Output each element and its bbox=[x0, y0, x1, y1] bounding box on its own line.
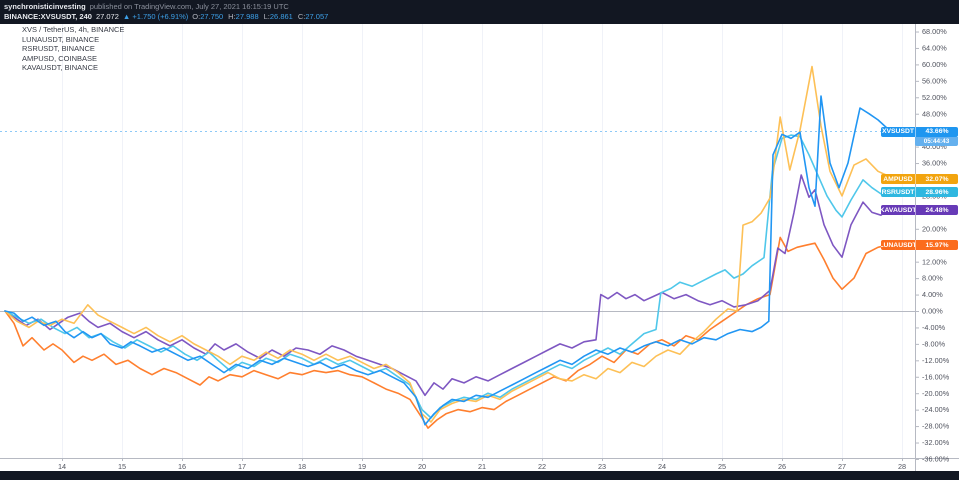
bar-countdown-timer: 05:44:43 bbox=[915, 136, 958, 146]
bottom-bar bbox=[0, 471, 959, 480]
x-tick-label: 21 bbox=[478, 462, 486, 471]
legend-item-lunausdt[interactable]: LUNAUSDT, BINANCE bbox=[22, 34, 100, 44]
price-tag-lunausdt[interactable]: LUNAUSDT 15.97% bbox=[881, 240, 958, 251]
x-tick-label: 26 bbox=[778, 462, 786, 471]
y-tick-label: 20.00% bbox=[922, 224, 947, 233]
author-name: synchronisticinvesting bbox=[4, 2, 86, 11]
x-tick-label: 22 bbox=[538, 462, 546, 471]
price-tag-value: 28.96% bbox=[915, 187, 958, 197]
series-line-xvsusdt[interactable] bbox=[4, 95, 899, 426]
series-line-kavausdt[interactable] bbox=[4, 174, 899, 397]
y-tick-label: 40.00% bbox=[922, 142, 947, 151]
series-line-rsrusdt[interactable] bbox=[4, 134, 899, 419]
price-tag-value: 32.07% bbox=[915, 174, 958, 185]
x-tick-label: 23 bbox=[598, 462, 606, 471]
ohlc-value: 27.750 bbox=[200, 12, 224, 21]
price-tag-xvsusdt[interactable]: XVSUSDT 43.66% bbox=[881, 126, 958, 137]
x-tick-label: 15 bbox=[118, 462, 126, 471]
y-tick-label: 12.00% bbox=[922, 257, 947, 266]
y-tick-label: -12.00% bbox=[922, 356, 950, 365]
ohlc-value: 27.057 bbox=[305, 12, 329, 21]
x-tick-label: 28 bbox=[898, 462, 906, 471]
y-tick-label: 64.00% bbox=[922, 44, 947, 53]
price-change: ▲ +1.750 (+6.91%) bbox=[122, 12, 189, 21]
y-tick-label: -20.00% bbox=[922, 389, 950, 398]
chart-legend: XVS / TetherUS, 4h, BINANCE LUNAUSDT, BIN… bbox=[22, 25, 124, 73]
y-tick-label: -36.00% bbox=[922, 455, 950, 464]
y-tick-label: 52.00% bbox=[922, 93, 947, 102]
price-tag-value: 24.48% bbox=[915, 205, 958, 216]
x-tick-label: 25 bbox=[718, 462, 726, 471]
last-price: 27.072 bbox=[95, 12, 119, 21]
y-tick-label: 68.00% bbox=[922, 27, 947, 36]
x-tick-label: 18 bbox=[298, 462, 306, 471]
y-tick-label: 48.00% bbox=[922, 109, 947, 118]
x-tick-label: 19 bbox=[358, 462, 366, 471]
price-tag-value: 43.66% bbox=[915, 126, 958, 137]
price-tag-symbol: XVSUSDT bbox=[881, 128, 915, 136]
y-tick-label: 4.00% bbox=[922, 290, 943, 299]
x-tick-label: 20 bbox=[418, 462, 426, 471]
attribution-line: synchronisticinvesting published on Trad… bbox=[4, 2, 959, 12]
ohlc-item: L:26.861 bbox=[264, 12, 293, 22]
y-tick-label: 0.00% bbox=[922, 307, 943, 316]
price-tag-kavausdt[interactable]: KAVAUSDT 24.48% bbox=[881, 205, 958, 216]
price-tag-value: 15.97% bbox=[915, 240, 958, 251]
legend-item-rsrusdt[interactable]: RSRUSDT, BINANCE bbox=[22, 44, 95, 53]
price-tag-ampusd[interactable]: AMPUSD 32.07% bbox=[881, 174, 958, 185]
y-tick-label: 56.00% bbox=[922, 76, 947, 85]
top-attribution-bar: synchronisticinvesting published on Trad… bbox=[0, 0, 959, 24]
legend-item-ampusd[interactable]: AMPUSD, COINBASE bbox=[22, 53, 98, 63]
ohlc-item: O:27.750 bbox=[192, 12, 223, 22]
ohlc-item: C:27.057 bbox=[298, 12, 328, 22]
y-tick-label: -32.00% bbox=[922, 438, 950, 447]
ohlc-values: O:27.750 H:27.988 L:26.861 C:27.057 bbox=[192, 12, 328, 22]
ohlc-label: H: bbox=[228, 12, 236, 21]
price-tag-symbol: LUNAUSDT bbox=[881, 241, 915, 249]
y-tick-label: -16.00% bbox=[922, 372, 950, 381]
x-tick-label: 14 bbox=[58, 462, 66, 471]
ohlc-value: 27.988 bbox=[235, 12, 259, 21]
legend-item-kavausdt[interactable]: KAVAUSDT, BINANCE bbox=[22, 63, 98, 72]
ohlc-label: L: bbox=[263, 12, 270, 21]
y-tick-label: -4.00% bbox=[922, 323, 946, 332]
ohlc-item: H:27.988 bbox=[228, 12, 258, 22]
x-tick-label: 24 bbox=[658, 462, 666, 471]
series-line-ampusd[interactable] bbox=[4, 65, 899, 423]
y-tick-label: -24.00% bbox=[922, 405, 950, 414]
ohlc-label: O: bbox=[192, 12, 201, 21]
y-tick-label: -28.00% bbox=[922, 422, 950, 431]
price-tag-rsrusdt[interactable]: RSRUSDT 28.96% bbox=[881, 187, 958, 197]
series-line-lunausdt[interactable] bbox=[4, 236, 899, 429]
y-tick-label: -8.00% bbox=[922, 339, 946, 348]
price-tag-symbol: AMPUSD bbox=[883, 175, 913, 183]
x-tick-label: 27 bbox=[838, 462, 846, 471]
symbol-name: BINANCE:XVSUSDT, 240 bbox=[4, 12, 92, 21]
y-tick-label: 8.00% bbox=[922, 274, 943, 283]
legend-item-main-symbol[interactable]: XVS / TetherUS, 4h, BINANCE bbox=[22, 25, 125, 34]
ohlc-value: 26.861 bbox=[269, 12, 293, 21]
published-text: published on TradingView.com, July 27, 2… bbox=[89, 2, 289, 11]
price-tag-symbol: KAVAUSDT bbox=[881, 206, 915, 214]
symbol-info-line: BINANCE:XVSUSDT, 240 27.072 ▲ +1.750 (+6… bbox=[4, 12, 959, 22]
price-tag-symbol: RSRUSDT bbox=[881, 188, 915, 196]
y-tick-label: 36.00% bbox=[922, 159, 947, 168]
x-tick-label: 17 bbox=[238, 462, 246, 471]
ohlc-label: C: bbox=[297, 12, 306, 21]
y-tick-label: 60.00% bbox=[922, 60, 947, 69]
x-tick-label: 16 bbox=[178, 462, 186, 471]
